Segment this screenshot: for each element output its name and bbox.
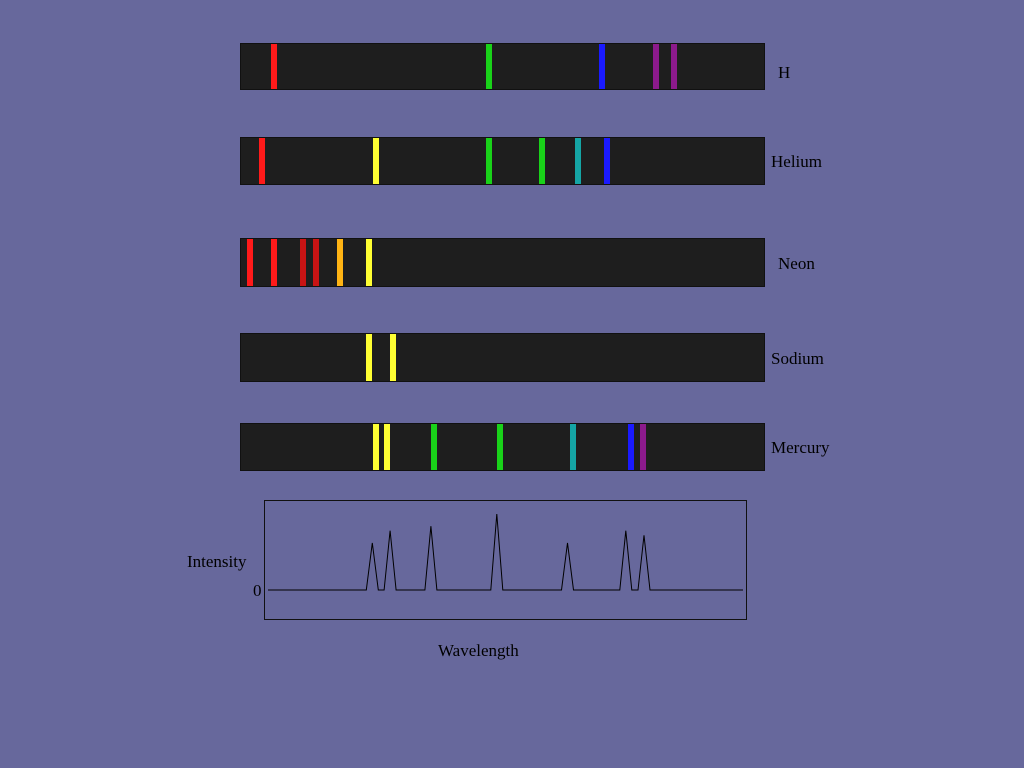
helium-emission-line — [603, 138, 610, 184]
helium-emission-line — [259, 138, 265, 184]
neon-emission-line — [246, 239, 253, 286]
hydrogen-emission-line — [599, 44, 606, 89]
mercury-emission-line — [431, 424, 438, 470]
intensity-profile — [264, 500, 747, 620]
neon-spectrum-strip — [240, 238, 765, 287]
helium-emission-line — [539, 138, 546, 184]
zero-tick-label: 0 — [253, 581, 262, 600]
mercury-spectrum-strip — [240, 423, 765, 471]
helium-emission-line — [575, 138, 582, 184]
sodium-label: Sodium — [771, 349, 824, 368]
neon-emission-line — [299, 239, 306, 286]
hydrogen-emission-line — [653, 44, 660, 89]
mercury-emission-line — [628, 424, 635, 470]
neon-emission-line — [337, 239, 344, 286]
helium-label: Helium — [771, 152, 822, 171]
neon-emission-line — [313, 239, 320, 286]
sodium-emission-line — [366, 334, 373, 381]
sodium-emission-line — [389, 334, 396, 381]
mercury-label: Mercury — [771, 438, 830, 457]
mercury-emission-line — [569, 424, 576, 470]
y-axis-label: Intensity — [187, 552, 247, 571]
sodium-spectrum-strip — [240, 333, 765, 382]
helium-spectrum-strip — [240, 137, 765, 185]
hydrogen-emission-line — [485, 44, 492, 89]
intensity-curve-plot — [268, 513, 743, 591]
neon-emission-line — [271, 239, 278, 286]
x-axis-label: Wavelength — [438, 641, 519, 660]
mercury-emission-line — [640, 424, 647, 470]
mercury-emission-line — [383, 424, 390, 470]
helium-emission-line — [372, 138, 379, 184]
hydrogen-emission-line — [271, 44, 278, 89]
intensity-curve — [268, 513, 743, 591]
helium-emission-line — [485, 138, 492, 184]
mercury-emission-line — [372, 424, 379, 470]
hydrogen-label: H — [778, 63, 791, 82]
hydrogen-emission-line — [670, 44, 677, 89]
hydrogen-spectrum-strip — [240, 43, 765, 90]
neon-emission-line — [366, 239, 373, 286]
neon-label: Neon — [778, 254, 815, 273]
mercury-emission-line — [496, 424, 503, 470]
